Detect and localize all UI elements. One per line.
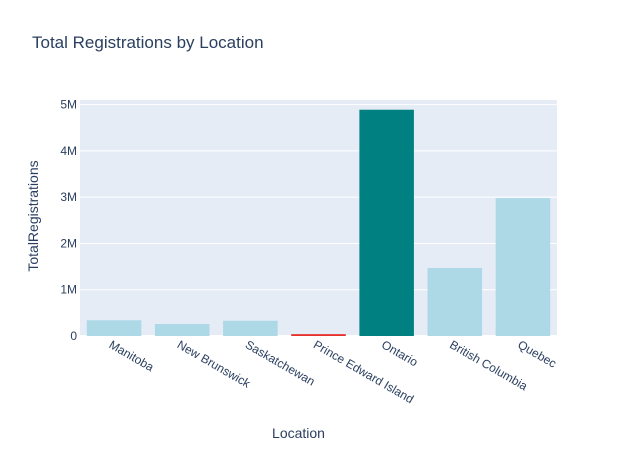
y-tick-label: 2M (60, 236, 77, 250)
bar-quebec[interactable] (495, 198, 551, 336)
bar-manitoba[interactable] (86, 320, 142, 336)
y-tick-label: 3M (60, 190, 77, 204)
bars (86, 109, 551, 336)
y-tick-label: 4M (60, 144, 77, 158)
y-tick-label: 0 (70, 329, 77, 343)
bar-ontario[interactable] (359, 109, 414, 336)
x-axis-title: Location (272, 425, 325, 441)
x-tick-label: Quebec (515, 337, 558, 370)
x-tick-label: Manitoba (107, 337, 157, 374)
y-axis-title: TotalRegistrations (25, 160, 41, 271)
chart-title: Total Registrations by Location (32, 33, 264, 52)
x-tick-label: Ontario (379, 337, 420, 369)
bar-british-columbia[interactable] (427, 267, 483, 336)
bar-saskatchewan[interactable] (223, 320, 278, 336)
bar-prince-edward-island[interactable] (291, 334, 346, 336)
y-tick-label: 5M (60, 98, 77, 112)
y-axis-ticks: 0 1M 2M 3M 4M 5M (60, 98, 77, 343)
bar-new-brunswick[interactable] (154, 323, 210, 336)
x-axis-ticks: Manitoba New BrunswickSaskatchewanPrince … (107, 337, 559, 406)
y-tick-label: 1M (60, 283, 77, 297)
x-tick-label: Saskatchewan (243, 337, 318, 388)
plot-area (80, 100, 557, 336)
x-tick-label: New Brunswick (175, 337, 254, 391)
